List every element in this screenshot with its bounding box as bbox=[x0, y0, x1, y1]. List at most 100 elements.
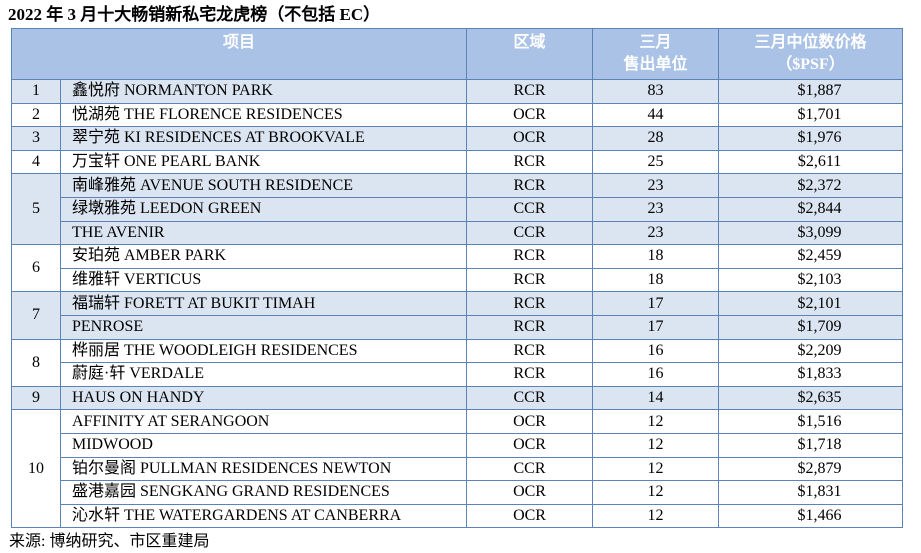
table-row: PENROSE RCR 17 $1,709 bbox=[12, 314, 904, 340]
table-row: 8 桦丽居 THE WOODLEIGH RESIDENCES RCR 16 $2,209 bbox=[11, 338, 904, 387]
project-name-cell: 沁水轩 THE WATERGARDENS AT CANBERRA bbox=[59, 503, 468, 529]
project-name-cell: 维雅轩 VERTICUS bbox=[59, 267, 468, 293]
table-row: 铂尔曼阁 PULLMAN RESIDENCES NEWTON CCR 12 $2,87… bbox=[12, 456, 904, 482]
project-name-cell: 蔚庭·轩 VERDALE bbox=[59, 362, 468, 387]
units-cell: 23 bbox=[592, 220, 720, 246]
project-name-cell: HAUS ON HANDY bbox=[59, 385, 468, 411]
project-name-cell: 南峰雅苑 AVENUE SOUTH RESIDENCE bbox=[59, 173, 468, 198]
table-title: 2022 年 3 月十大畅销新私宅龙虎榜（不包括 EC） bbox=[8, 5, 381, 24]
region-cell: CCR bbox=[466, 456, 594, 482]
region-cell: RCR bbox=[466, 79, 594, 104]
table-row: 9 HAUS ON HANDY CCR 14 $2,635 bbox=[11, 385, 904, 411]
rank-cell: 2 bbox=[11, 102, 61, 128]
table-row: 盛港嘉园 SENGKANG GRAND RESIDENCES OCR 12 $1,83… bbox=[12, 480, 904, 505]
price-cell: $1,709 bbox=[718, 314, 904, 340]
units-cell: 23 bbox=[592, 173, 720, 198]
region-cell: OCR bbox=[466, 503, 594, 529]
project-name-cell: MIDWOOD bbox=[59, 432, 468, 458]
table-row: 7 福瑞轩 FORETT AT BUKIT TIMAH RCR 17 $2,101 bbox=[11, 291, 904, 340]
region-cell: OCR bbox=[466, 409, 594, 434]
price-cell: $2,209 bbox=[718, 338, 904, 364]
units-cell: 12 bbox=[592, 409, 720, 434]
header-row: 项目 区域 三月 售出单位 三月中位数价格 （$PSF） bbox=[10, 28, 904, 80]
table-row: 4 万宝轩 ONE PEARL BANK RCR 25 $2,611 bbox=[11, 149, 904, 175]
project-name-cell: 桦丽居 THE WOODLEIGH RESIDENCES bbox=[59, 338, 468, 364]
region-cell: CCR bbox=[466, 385, 594, 411]
region-cell: OCR bbox=[466, 126, 594, 151]
units-cell: 12 bbox=[592, 480, 720, 505]
region-cell: OCR bbox=[466, 480, 594, 505]
price-cell: $2,879 bbox=[718, 456, 904, 482]
rank-cell: 8 bbox=[11, 338, 61, 387]
header-project: 项目 bbox=[10, 28, 468, 80]
rank-cell: 5 bbox=[11, 173, 61, 246]
sales-table: 项目 区域 三月 售出单位 三月中位数价格 （$PSF） 1 鑫悦府 NORMAN… bbox=[10, 28, 904, 529]
units-cell: 25 bbox=[592, 149, 720, 175]
project-name-cell: 安珀苑 AMBER PARK bbox=[59, 244, 468, 269]
units-cell: 12 bbox=[592, 503, 720, 529]
table-row: 10 AFFINITY AT SERANGOON OCR 12 $1,516 bbox=[11, 409, 904, 529]
project-name-cell: 盛港嘉园 SENGKANG GRAND RESIDENCES bbox=[59, 480, 468, 505]
price-cell: $1,833 bbox=[718, 362, 904, 387]
region-cell: RCR bbox=[466, 291, 594, 316]
units-cell: 17 bbox=[592, 314, 720, 340]
table-row: THE AVENIR CCR 23 $3,099 bbox=[12, 220, 904, 246]
rank-cell: 9 bbox=[11, 385, 61, 411]
table-row: 3 翠宁苑 KI RESIDENCES AT BROOKVALE OCR 28 $1,9… bbox=[11, 126, 904, 151]
project-name-cell: 万宝轩 ONE PEARL BANK bbox=[59, 149, 468, 175]
region-cell: RCR bbox=[466, 173, 594, 198]
price-cell: $1,466 bbox=[718, 503, 904, 529]
region-cell: RCR bbox=[466, 267, 594, 293]
rank-cell: 3 bbox=[11, 126, 61, 151]
table-row: 绿墩雅苑 LEEDON GREEN CCR 23 $2,844 bbox=[12, 196, 904, 222]
table-row: MIDWOOD OCR 12 $1,718 bbox=[12, 432, 904, 458]
project-name-cell: AFFINITY AT SERANGOON bbox=[59, 409, 468, 434]
price-cell: $1,516 bbox=[718, 409, 904, 434]
price-cell: $2,103 bbox=[718, 267, 904, 293]
project-name-cell: PENROSE bbox=[59, 314, 468, 340]
units-cell: 18 bbox=[592, 244, 720, 269]
table-body: 1 鑫悦府 NORMANTON PARK RCR 83 $1,887 2 悦湖苑 THE F… bbox=[11, 79, 904, 529]
project-name-cell: 翠宁苑 KI RESIDENCES AT BROOKVALE bbox=[59, 126, 468, 151]
price-cell: $3,099 bbox=[718, 220, 904, 246]
price-cell: $2,635 bbox=[718, 385, 904, 411]
price-cell: $2,101 bbox=[718, 291, 904, 316]
project-name-cell: THE AVENIR bbox=[59, 220, 468, 246]
region-cell: RCR bbox=[466, 244, 594, 269]
units-cell: 12 bbox=[592, 456, 720, 482]
table-row: 沁水轩 THE WATERGARDENS AT CANBERRA OCR 12 $1,… bbox=[12, 503, 904, 529]
units-cell: 17 bbox=[592, 291, 720, 316]
rank-cell: 10 bbox=[11, 409, 61, 529]
region-cell: RCR bbox=[466, 314, 594, 340]
rank-cell: 1 bbox=[11, 79, 61, 104]
units-cell: 44 bbox=[592, 102, 720, 128]
units-cell: 28 bbox=[592, 126, 720, 151]
project-name-cell: 铂尔曼阁 PULLMAN RESIDENCES NEWTON bbox=[59, 456, 468, 482]
region-cell: RCR bbox=[466, 338, 594, 364]
units-cell: 23 bbox=[592, 196, 720, 222]
rank-cell: 6 bbox=[11, 244, 61, 293]
price-cell: $2,459 bbox=[718, 244, 904, 269]
table-row: 1 鑫悦府 NORMANTON PARK RCR 83 $1,887 bbox=[11, 79, 904, 104]
header-units-line2: 售出单位 bbox=[623, 56, 688, 73]
region-cell: RCR bbox=[466, 362, 594, 387]
header-units-line1: 三月 bbox=[639, 34, 672, 51]
project-name-cell: 绿墩雅苑 LEEDON GREEN bbox=[59, 196, 468, 222]
region-cell: OCR bbox=[466, 102, 594, 128]
region-cell: OCR bbox=[466, 432, 594, 458]
price-cell: $1,831 bbox=[718, 480, 904, 505]
header-price-line2: （$PSF） bbox=[776, 56, 845, 73]
header-units: 三月 售出单位 bbox=[592, 28, 720, 80]
header-price: 三月中位数价格 （$PSF） bbox=[718, 28, 904, 80]
region-cell: RCR bbox=[466, 149, 594, 175]
rank-cell: 4 bbox=[11, 149, 61, 175]
table-row: 6 安珀苑 AMBER PARK RCR 18 $2,459 bbox=[11, 244, 904, 293]
price-cell: $2,611 bbox=[718, 149, 904, 175]
price-cell: $2,844 bbox=[718, 196, 904, 222]
table-row: 维雅轩 VERTICUS RCR 18 $2,103 bbox=[12, 267, 904, 293]
source-note: 来源: 博纳研究、市区重建局 bbox=[9, 533, 210, 550]
units-cell: 16 bbox=[592, 362, 720, 387]
table-row: 2 悦湖苑 THE FLORENCE RESIDENCES OCR 44 $1,701 bbox=[11, 102, 904, 128]
region-cell: CCR bbox=[466, 196, 594, 222]
units-cell: 16 bbox=[592, 338, 720, 364]
